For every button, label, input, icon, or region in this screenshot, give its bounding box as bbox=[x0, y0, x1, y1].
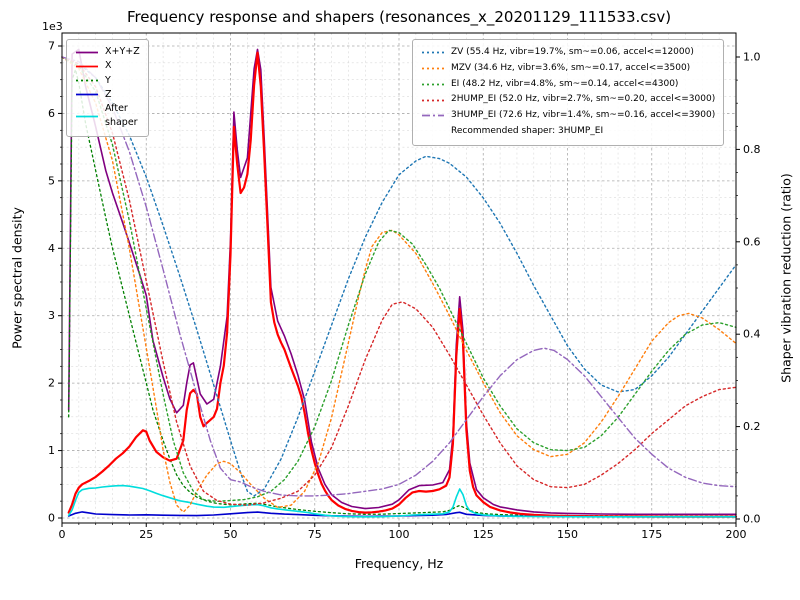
legend-item: ZV (55.4 Hz, vibr=19.7%, sm~=0.06, accel… bbox=[421, 45, 715, 61]
legend-line-sample-icon bbox=[422, 83, 444, 86]
legend-item: After shaper bbox=[75, 102, 140, 131]
legend-label: X+Y+Z bbox=[105, 46, 140, 57]
legend-item: EI (48.2 Hz, vibr=4.8%, sm~=0.14, accel<… bbox=[421, 77, 715, 93]
x-tick-label: 200 bbox=[726, 528, 747, 541]
x-tick-label: 75 bbox=[308, 528, 322, 541]
y-left-tick-label: 3 bbox=[48, 309, 55, 322]
legend-item: Y bbox=[75, 74, 140, 88]
legend-label: Z bbox=[105, 88, 112, 100]
y-left-tick-label: 2 bbox=[48, 377, 55, 390]
x-tick-label: 0 bbox=[59, 528, 66, 541]
legend-psd: X+Y+Z X Y Z After shaper bbox=[66, 39, 149, 137]
series-x-y-z bbox=[67, 48, 737, 516]
chart-title: Frequency response and shapers (resonanc… bbox=[126, 8, 672, 26]
y-left-tick-label: 6 bbox=[48, 107, 55, 120]
y-left-offset-label: 1e3 bbox=[42, 20, 63, 33]
series-2hump-ei bbox=[61, 56, 737, 506]
y-left-tick-label: 1 bbox=[48, 444, 55, 457]
y-right-tick-label: 0.6 bbox=[743, 235, 761, 248]
y-right-tick-label: 0.4 bbox=[743, 328, 761, 341]
y-right-tick-label: 0.0 bbox=[743, 513, 761, 526]
y-left-axis-label: Power spectral density bbox=[9, 207, 25, 349]
series-ei bbox=[61, 56, 737, 503]
series-after-shaper bbox=[67, 484, 737, 518]
legend-item: X+Y+Z bbox=[75, 45, 140, 59]
x-tick-label: 150 bbox=[557, 528, 578, 541]
legend-line-sample-icon bbox=[76, 65, 98, 68]
y-right-tick-label: 1.0 bbox=[743, 51, 761, 64]
legend-line-sample-icon bbox=[422, 99, 444, 102]
legend-item: Z bbox=[75, 88, 140, 102]
legend-line-sample-icon bbox=[422, 67, 444, 70]
legend-line-sample-icon bbox=[422, 114, 444, 117]
legend-label: Y bbox=[105, 74, 111, 86]
x-tick-label: 50 bbox=[224, 528, 238, 541]
y-right-axis-label: Shaper vibration reduction (ratio) bbox=[778, 173, 794, 383]
legend-item: MZV (34.6 Hz, vibr=3.6%, sm~=0.17, accel… bbox=[421, 61, 715, 77]
legend-line-sample-icon bbox=[76, 115, 98, 118]
legend-label: MZV (34.6 Hz, vibr=3.6%, sm~=0.17, accel… bbox=[451, 62, 691, 73]
ticks bbox=[58, 45, 740, 527]
legend-label: 2HUMP_EI (52.0 Hz, vibr=2.7%, sm~=0.20, … bbox=[451, 94, 716, 105]
legend-line-sample-icon bbox=[76, 93, 98, 96]
legend-label: EI (48.2 Hz, vibr=4.8%, sm~=0.14, accel<… bbox=[451, 78, 679, 89]
legend-item: 2HUMP_EI (52.0 Hz, vibr=2.7%, sm~=0.20, … bbox=[421, 92, 715, 108]
legend-item: 3HUMP_EI (72.6 Hz, vibr=1.4%, sm~=0.16, … bbox=[421, 108, 715, 124]
series-x bbox=[67, 51, 738, 518]
legend-note-row: Recommended shaper: 3HUMP_EI bbox=[421, 124, 715, 140]
x-tick-label: 100 bbox=[389, 528, 410, 541]
legend-shapers: ZV (55.4 Hz, vibr=19.7%, sm~=0.06, accel… bbox=[412, 39, 725, 146]
y-left-tick-label: 0 bbox=[48, 512, 55, 525]
legend-label: X bbox=[105, 60, 112, 72]
x-tick-label: 175 bbox=[641, 528, 662, 541]
x-tick-label: 125 bbox=[473, 528, 494, 541]
legend-note: Recommended shaper: 3HUMP_EI bbox=[451, 125, 604, 136]
legend-line-sample-icon bbox=[422, 51, 444, 54]
legend-line-sample-icon bbox=[76, 79, 98, 82]
legend-label: After shaper bbox=[105, 103, 138, 129]
legend-line-sample-icon bbox=[76, 51, 98, 54]
grid-minor bbox=[62, 33, 736, 523]
y-right-tick-label: 0.8 bbox=[743, 143, 761, 156]
x-tick-label: 25 bbox=[139, 528, 153, 541]
tick-labels: 0 25 50 75 100 125 150 175 200 0 1 2 3 4 5 6 7 0.0 0.2 0.4 0… bbox=[48, 40, 761, 542]
series-y bbox=[68, 68, 737, 517]
y-left-tick-label: 7 bbox=[48, 40, 55, 53]
series-zv bbox=[61, 56, 737, 497]
legend-label: ZV (55.4 Hz, vibr=19.7%, sm~=0.06, accel… bbox=[451, 47, 694, 57]
y-right-tick-label: 0.2 bbox=[743, 420, 761, 433]
series-3hump-ei bbox=[61, 56, 737, 497]
series-mzv bbox=[61, 56, 737, 513]
legend-label: 3HUMP_EI (72.6 Hz, vibr=1.4%, sm~=0.16, … bbox=[451, 110, 716, 120]
y-left-tick-label: 5 bbox=[48, 174, 55, 187]
x-axis-label: Frequency, Hz bbox=[354, 556, 444, 571]
legend-item: X bbox=[75, 59, 140, 73]
y-left-tick-label: 4 bbox=[48, 242, 55, 255]
series bbox=[61, 48, 738, 518]
